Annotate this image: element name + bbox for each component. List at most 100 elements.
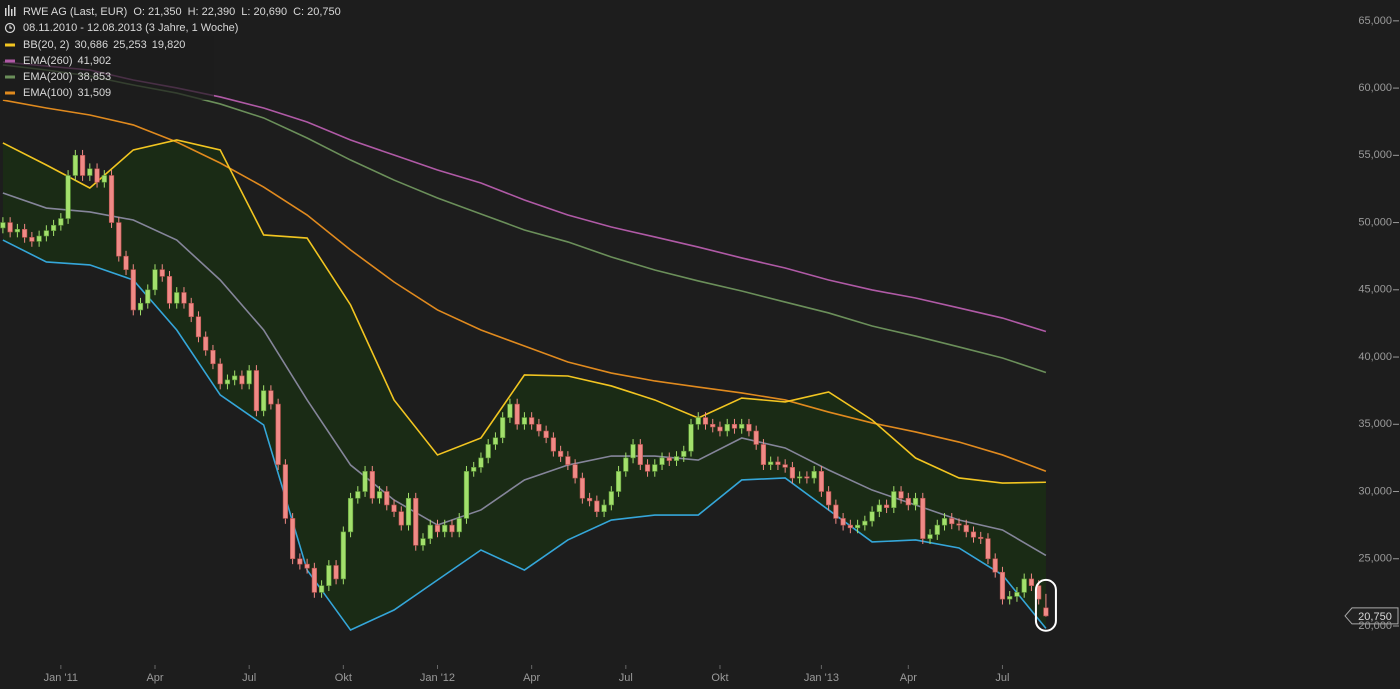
ema-line [2,99,1047,472]
candle-body [333,565,339,580]
candle-body [710,423,716,428]
candle-body [934,524,940,535]
legend-value: 41,902 [78,55,112,67]
y-tick-label: 60,000 [1358,82,1392,94]
candle-body [688,423,694,452]
candle-body [253,370,260,412]
candle-body [268,390,274,405]
candle-body [637,444,643,465]
ohlc-label: H: [188,6,199,18]
candle-body [275,403,281,465]
candle-body [869,511,875,522]
x-tick-label: Jan '11 [44,672,78,684]
candle-body [36,235,42,242]
y-tick-label: 20,000 [1358,620,1392,632]
candle-body [203,336,209,351]
candle-body [797,476,803,479]
candle-body [123,255,129,270]
candle-body [340,531,346,580]
ohlc-value: 20,750 [307,6,341,18]
candle-body [22,228,28,238]
candle-body [413,497,419,546]
last-candle-highlight [1034,578,1057,632]
chart-icon [5,5,16,16]
candle-body [891,491,897,508]
ohlc-value: 21,350 [148,6,182,18]
candle-body [101,175,107,183]
candle-body [594,500,600,512]
candle-body [883,504,890,508]
candle-body [195,316,202,338]
y-tick-label: 65,000 [1358,15,1392,27]
band-fill [2,139,1046,631]
candle-body [145,289,151,304]
x-tick-label: Apr [523,672,540,684]
candle-body [1007,596,1013,600]
band-middle [2,192,1047,557]
candle-body [137,302,144,311]
candle-body [804,476,810,479]
x-tick-label: Apr [146,672,163,684]
candle-body [673,456,680,461]
candle-body [920,497,926,539]
candle-body [58,218,64,226]
legend-value: 31,509 [78,87,112,99]
candle-body [362,471,368,492]
candle-body [601,504,607,512]
x-tick-label: Apr [900,672,917,684]
legend-label: BB(20, 2) [23,39,69,51]
candle-body [224,379,231,385]
candle-body [558,450,564,457]
candle-body [369,471,375,499]
candle-body [760,444,767,465]
candle-body [630,444,636,459]
x-tick-label: Jul [619,672,633,684]
y-tick-label: 45,000 [1358,284,1392,296]
candle-body [565,456,571,465]
candle-body [456,518,462,533]
last-price-label: 20,750 [1358,611,1392,623]
candle-body [181,292,187,304]
candle-body [717,426,723,432]
legend-value: 25,253 [113,39,147,51]
y-tick-label: 25,000 [1358,553,1392,565]
candle-body [355,491,361,499]
x-tick-label: Okt [711,672,728,684]
candle-body [87,168,93,176]
y-tick-label: 35,000 [1358,418,1392,430]
candle-body [970,531,977,538]
candle-body [985,538,991,560]
candle-body [826,491,832,506]
candle-body [463,471,470,519]
band-upper [2,139,1046,484]
plot-area [0,61,1049,632]
candle-body [398,511,404,526]
candle-body [1028,578,1035,586]
candle-body [79,155,86,176]
candle-body [50,224,57,231]
candle-body [239,375,245,385]
candle-body [833,504,839,519]
candle-body [434,524,441,533]
candle-body [485,444,491,459]
candle-body [311,567,317,593]
candle-body [391,504,397,512]
candle-body [500,417,506,439]
last-price-tag [1344,607,1399,625]
candle-body [326,565,332,586]
candle-body [159,269,165,277]
candle-body [166,276,173,304]
candle-body [862,520,868,526]
candle-body [347,497,354,533]
candle-body [427,524,433,539]
candle-body [818,471,824,492]
ohlc-label: O: [133,6,145,18]
candle-body [905,497,911,506]
legend-label: EMA(200) [23,71,73,83]
candle-body [108,175,115,223]
candle-body [731,423,738,429]
candle-body [130,269,136,311]
candle-body [116,222,122,257]
candle-body [644,464,651,472]
